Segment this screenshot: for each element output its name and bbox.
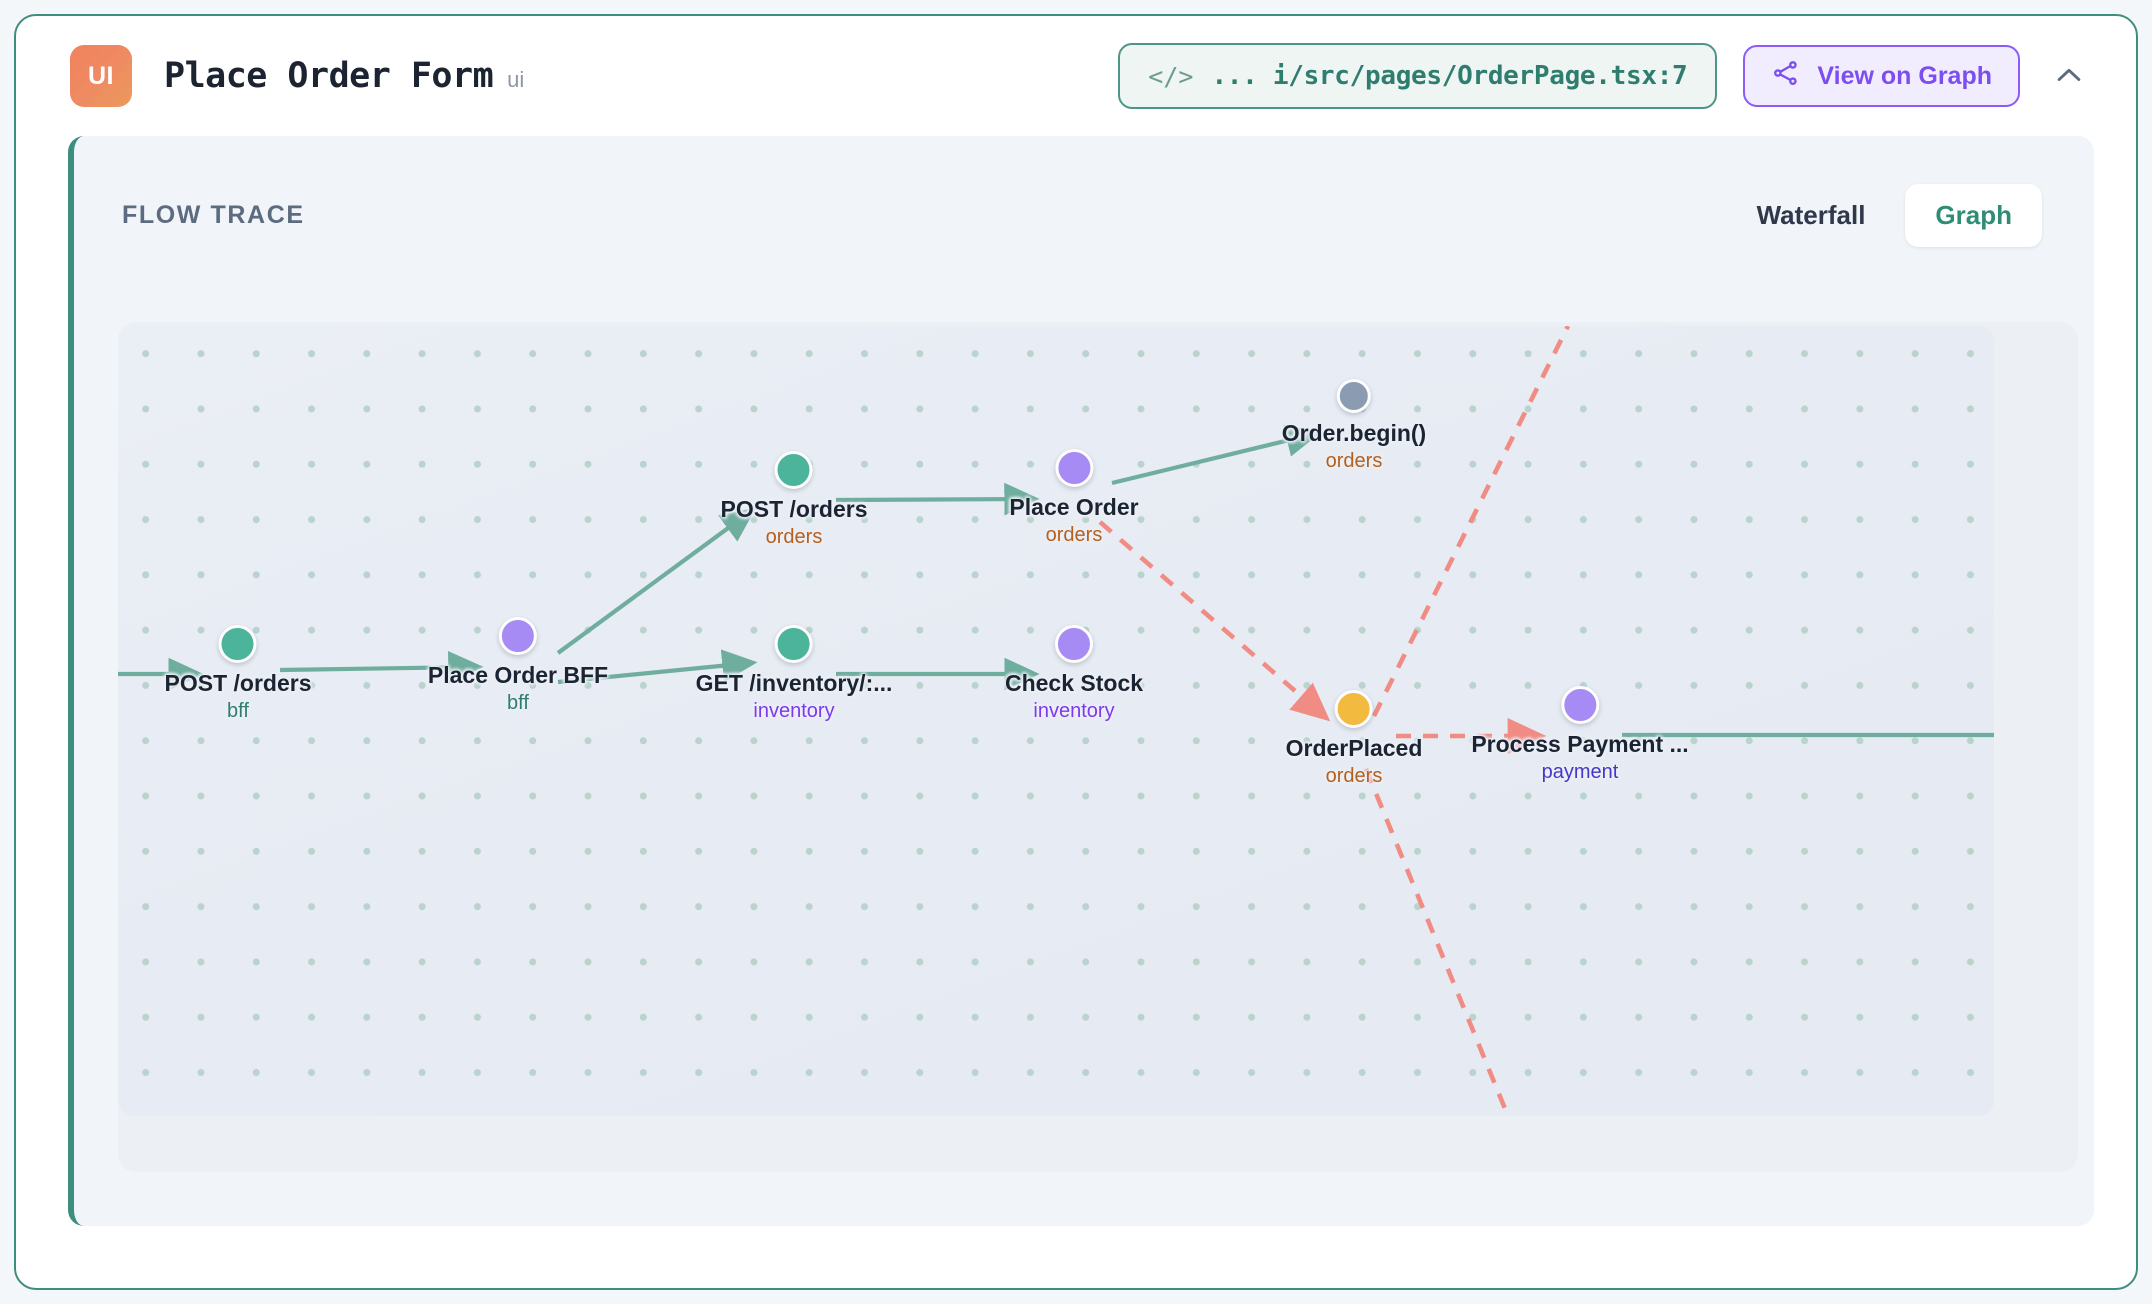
node-label: Place Order BFF (427, 662, 609, 688)
code-brackets-icon: </> (1148, 61, 1194, 91)
source-path-chip[interactable]: </> ... i/src/pages/OrderPage.tsx:7 (1118, 43, 1718, 109)
ui-type-badge: UI (70, 45, 132, 107)
graph-node-place-order-bff[interactable]: Place Order BFF bff (428, 617, 608, 715)
node-label: POST /orders (720, 496, 868, 522)
node-dot-endpoint (774, 451, 813, 489)
node-dot-function (1561, 686, 1599, 724)
node-label: GET /inventory/:... (695, 670, 893, 696)
node-label: Process Payment ... (1471, 731, 1689, 757)
graph-node-post-orders-bff[interactable]: POST /orders bff (164, 625, 312, 723)
node-dot-db (1337, 379, 1371, 413)
node-service-label: inventory (1033, 700, 1115, 722)
source-path-label: ... i/src/pages/OrderPage.tsx:7 (1211, 61, 1688, 91)
sync-edges (118, 424, 1994, 738)
collapse-toggle[interactable] (2046, 53, 2092, 99)
flow-trace-panel: FLOW TRACE Waterfall Graph (68, 136, 2094, 1226)
title-group: Place Order Form ui (164, 56, 524, 96)
view-on-graph-button[interactable]: View on Graph (1743, 45, 2020, 107)
node-service-label: bff (507, 692, 529, 714)
component-card: UI Place Order Form ui </> ... i/src/pag… (14, 14, 2138, 1290)
graph-node-order-placed[interactable]: OrderPlaced orders (1285, 690, 1423, 788)
node-dot-endpoint (218, 625, 257, 663)
share-nodes-icon (1771, 58, 1801, 95)
component-kind-label: ui (507, 67, 525, 92)
tab-graph[interactable]: Graph (1905, 184, 2042, 247)
node-service-label: payment (1541, 761, 1619, 783)
view-mode-toggle: Waterfall Graph (1727, 184, 2042, 247)
graph-node-post-orders[interactable]: POST /orders orders (720, 451, 868, 549)
node-service-label: bff (227, 700, 249, 722)
node-dot-event (1334, 690, 1373, 728)
node-label: Place Order (1009, 494, 1139, 520)
card-header: UI Place Order Form ui </> ... i/src/pag… (16, 16, 2136, 136)
node-dot-function (498, 617, 537, 655)
node-service-label: orders (1045, 524, 1103, 546)
node-service-label: orders (765, 526, 823, 548)
node-dot-function (1054, 449, 1093, 487)
page-title: Place Order Form (164, 56, 494, 96)
flow-graph-canvas[interactable]: POST /orders bff Place Order BFF bff POS… (118, 326, 1994, 1116)
node-service-label: orders (1325, 450, 1383, 472)
flow-trace-header: FLOW TRACE Waterfall Graph (74, 136, 2094, 247)
node-label: Check Stock (1004, 670, 1144, 696)
node-dot-endpoint (775, 625, 813, 663)
node-dot-function (1055, 625, 1093, 663)
tab-waterfall[interactable]: Waterfall (1727, 184, 1896, 247)
graph-node-get-inventory[interactable]: GET /inventory/:... inventory (695, 625, 893, 723)
flow-trace-title: FLOW TRACE (122, 201, 305, 229)
async-edges (1098, 326, 1571, 1116)
node-label: OrderPlaced (1285, 735, 1423, 761)
node-service-label: orders (1325, 765, 1383, 787)
node-service-label: inventory (753, 700, 835, 722)
graph-node-order-begin[interactable]: Order.begin() orders (1282, 379, 1426, 473)
header-actions: </> ... i/src/pages/OrderPage.tsx:7 View… (1118, 43, 2092, 109)
graph-node-place-order[interactable]: Place Order orders (1009, 449, 1139, 547)
graph-node-check-stock[interactable]: Check Stock inventory (1005, 625, 1143, 723)
graph-node-process-payment[interactable]: Process Payment ... payment (1471, 686, 1689, 784)
node-label: POST /orders (164, 670, 312, 696)
graph-edges (118, 326, 1994, 1116)
node-label: Order.begin() (1281, 420, 1427, 446)
view-on-graph-label: View on Graph (1817, 61, 1992, 90)
